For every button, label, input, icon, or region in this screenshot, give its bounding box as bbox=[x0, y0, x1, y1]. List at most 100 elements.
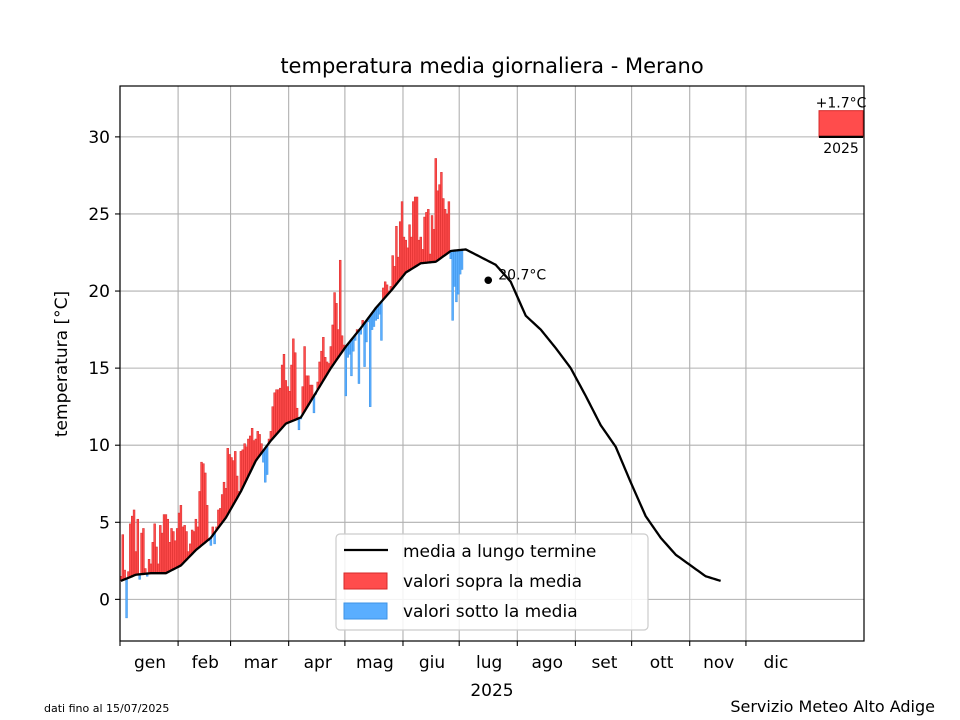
daily-bar bbox=[303, 346, 306, 412]
daily-bar bbox=[147, 559, 151, 574]
legend-mean-label: media a lungo termine bbox=[403, 542, 596, 562]
daily-bar bbox=[132, 509, 136, 576]
daily-bar bbox=[460, 249, 464, 270]
anomaly-box bbox=[818, 110, 864, 138]
daily-bar bbox=[245, 446, 248, 481]
daily-bar bbox=[423, 216, 426, 264]
daily-bar bbox=[224, 488, 228, 518]
daily-bar bbox=[230, 457, 233, 509]
daily-bar bbox=[247, 438, 250, 477]
daily-bar bbox=[228, 454, 231, 512]
x-tick-label-lug: lug bbox=[476, 653, 502, 673]
daily-bar bbox=[428, 253, 432, 263]
daily-bar bbox=[282, 354, 286, 426]
x-tick-label-feb: feb bbox=[192, 653, 219, 673]
daily-bar bbox=[350, 339, 353, 377]
daily-bar bbox=[129, 523, 132, 578]
daily-bar bbox=[397, 256, 400, 283]
daily-bar bbox=[425, 212, 428, 263]
daily-bar bbox=[170, 528, 173, 571]
daily-bar bbox=[363, 322, 366, 367]
daily-bar bbox=[421, 249, 424, 264]
daily-bar bbox=[222, 481, 226, 521]
daily-bar bbox=[258, 434, 261, 456]
x-tick-label-gen: gen bbox=[134, 653, 166, 673]
y-tick-label: 15 bbox=[88, 359, 110, 379]
legend-below-label: valori sotto la media bbox=[403, 602, 578, 622]
daily-bar bbox=[329, 346, 333, 369]
daily-bar bbox=[438, 184, 441, 260]
daily-bar bbox=[264, 447, 267, 483]
x-tick-label-mag: mag bbox=[356, 653, 394, 673]
daily-bar bbox=[413, 196, 417, 268]
daily-bar bbox=[265, 445, 269, 475]
daily-bar bbox=[168, 542, 171, 572]
daily-bar bbox=[335, 303, 338, 361]
daily-bar bbox=[204, 472, 207, 543]
daily-bar bbox=[232, 460, 235, 505]
y-axis-label: temperatura [°C] bbox=[52, 291, 72, 437]
x-tick-label-ott: ott bbox=[650, 653, 674, 673]
daily-bar bbox=[337, 329, 340, 358]
daily-bar bbox=[196, 526, 199, 549]
daily-bar bbox=[190, 529, 194, 555]
daily-bar bbox=[412, 201, 415, 269]
daily-bar bbox=[294, 352, 297, 421]
daily-bar bbox=[406, 247, 409, 272]
daily-bar bbox=[404, 239, 407, 273]
daily-bar bbox=[395, 226, 398, 285]
data-date-note: dati fino al 15/07/2025 bbox=[44, 702, 169, 715]
daily-bar bbox=[436, 190, 439, 261]
daily-bar bbox=[151, 542, 154, 574]
daily-bar bbox=[241, 449, 244, 488]
daily-bar bbox=[160, 532, 164, 574]
daily-bar bbox=[443, 209, 447, 256]
x-tick-label-apr: apr bbox=[304, 653, 332, 673]
daily-bar bbox=[368, 315, 372, 407]
daily-bar bbox=[344, 346, 348, 397]
daily-bar bbox=[200, 461, 203, 546]
daily-bar bbox=[202, 463, 205, 545]
daily-bar bbox=[136, 518, 139, 575]
daily-bar bbox=[339, 259, 342, 355]
x-axis-label: 2025 bbox=[470, 681, 513, 701]
daily-bar bbox=[194, 518, 198, 551]
daily-bar bbox=[417, 239, 421, 265]
y-tick-label: 10 bbox=[88, 436, 110, 456]
x-tick-label-dic: dic bbox=[763, 653, 788, 673]
daily-bar bbox=[331, 324, 334, 366]
daily-bar bbox=[457, 249, 460, 295]
daily-bar bbox=[234, 451, 237, 502]
daily-bar bbox=[250, 428, 254, 469]
chart-title: temperatura media giornaliera - Merano bbox=[280, 54, 703, 78]
daily-bar bbox=[322, 337, 325, 381]
daily-bar bbox=[185, 531, 188, 560]
daily-bar bbox=[451, 250, 454, 321]
daily-bar bbox=[333, 292, 336, 363]
daily-bar bbox=[365, 320, 368, 343]
daily-bar bbox=[162, 514, 166, 574]
daily-bar bbox=[380, 301, 383, 341]
daily-bar bbox=[179, 505, 183, 566]
legend-above-swatch bbox=[343, 572, 388, 590]
daily-bar bbox=[254, 438, 258, 461]
grid-lines bbox=[119, 86, 864, 641]
daily-bar bbox=[432, 229, 436, 263]
x-tick-label-giu: giu bbox=[419, 653, 445, 673]
daily-bar bbox=[249, 435, 252, 473]
x-tick-label-set: set bbox=[591, 653, 617, 673]
daily-bar bbox=[447, 201, 451, 253]
daily-bar bbox=[445, 213, 449, 254]
daily-bar bbox=[357, 330, 361, 384]
daily-bar bbox=[295, 407, 299, 420]
plot-frame bbox=[119, 85, 865, 642]
daily-bar bbox=[458, 249, 462, 275]
daily-bar bbox=[177, 512, 181, 567]
daily-bar bbox=[427, 209, 430, 263]
legend-above-label: valori sopra la media bbox=[403, 572, 582, 592]
daily-bar bbox=[393, 266, 396, 287]
daily-bar bbox=[275, 389, 278, 435]
daily-bar bbox=[280, 364, 284, 429]
daily-bar bbox=[172, 531, 175, 570]
